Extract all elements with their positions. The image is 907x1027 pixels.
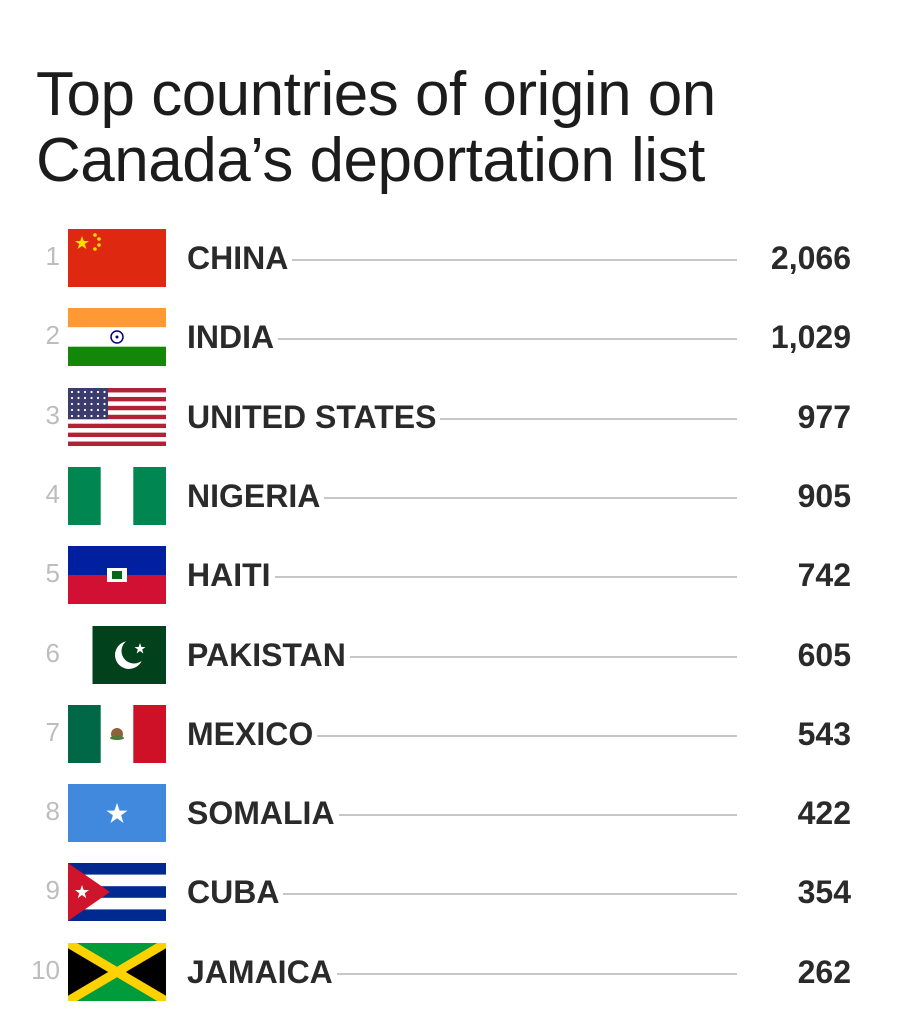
rank-number: 2 — [45, 320, 60, 351]
flag-icon — [68, 863, 166, 922]
table-row: 3 UNITED STATES 977 — [0, 387, 907, 448]
chart-title-line-1: Top countries of origin on — [36, 60, 716, 129]
rank-number: 8 — [45, 796, 60, 827]
leader-line — [187, 734, 737, 737]
country-name: HAITI — [187, 557, 275, 595]
table-row: 10 JAMAICA 262 — [0, 942, 907, 1003]
leader-line — [187, 496, 737, 499]
rank-number: 6 — [45, 637, 60, 668]
data-label: 354 — [791, 874, 851, 912]
leader-line — [187, 655, 737, 658]
country-name: PAKISTAN — [187, 636, 350, 674]
haiti-flag-icon — [68, 546, 166, 605]
flag-icon — [68, 784, 166, 843]
flag-icon — [68, 942, 166, 1001]
data-label: 605 — [791, 636, 851, 674]
nigeria-flag-icon — [68, 466, 166, 525]
table-row: 8 SOMALIA 422 — [0, 784, 907, 844]
flag-icon — [68, 466, 166, 525]
leader-line — [187, 338, 737, 341]
rank-number: 5 — [45, 558, 60, 589]
rank-number: 10 — [31, 954, 60, 985]
united-states-flag-icon — [68, 387, 166, 446]
leader-line — [187, 576, 737, 579]
country-name: JAMAICA — [187, 953, 337, 991]
pakistan-flag-icon — [68, 625, 166, 684]
mexico-flag-icon — [68, 704, 166, 763]
data-label: 262 — [791, 953, 851, 991]
data-label: 905 — [791, 477, 851, 515]
data-label: 977 — [791, 398, 851, 436]
data-label: 422 — [791, 795, 851, 833]
china-flag-icon — [68, 229, 166, 287]
rank-number: 7 — [45, 716, 60, 747]
data-label: 1,029 — [764, 319, 851, 357]
leader-line — [187, 814, 737, 817]
table-row: 6 PAKISTAN 605 — [0, 625, 907, 686]
leader-line — [187, 972, 737, 975]
flag-icon — [68, 387, 166, 446]
table-row: 2 INDIA 1,029 — [0, 308, 907, 368]
country-name: CHINA — [187, 240, 293, 277]
leader-line — [187, 259, 737, 261]
country-name: UNITED STATES — [187, 398, 441, 436]
country-name: SOMALIA — [187, 795, 339, 833]
leader-line — [187, 893, 737, 896]
rank-number: 3 — [45, 399, 60, 430]
data-label: 543 — [791, 715, 851, 753]
data-label: 742 — [791, 557, 851, 595]
table-row: 5 HAITI 742 — [0, 546, 907, 606]
table-row: 9 CUBA 354 — [0, 863, 907, 923]
country-name: NIGERIA — [187, 477, 325, 515]
cuba-flag-icon — [68, 863, 166, 922]
data-label: 2,066 — [764, 240, 851, 277]
country-name: MEXICO — [187, 715, 318, 753]
rank-number: 1 — [45, 241, 60, 271]
india-flag-icon — [68, 308, 166, 367]
rank-number: 9 — [45, 875, 60, 906]
country-name: INDIA — [187, 319, 279, 357]
country-name: CUBA — [187, 874, 284, 912]
flag-icon — [68, 625, 166, 684]
table-row: 1 CHINA 2,066 — [0, 229, 907, 289]
flag-icon — [68, 308, 166, 367]
rank-number: 4 — [45, 478, 60, 509]
jamaica-flag-icon — [68, 942, 166, 1001]
flag-icon — [68, 546, 166, 605]
table-row: 4 NIGERIA 905 — [0, 466, 907, 527]
flag-icon — [68, 704, 166, 763]
table-row: 7 MEXICO 543 — [0, 704, 907, 765]
chart-title: Top countries of origin on Canada’s depo… — [36, 62, 876, 194]
leader-line — [187, 417, 737, 420]
somalia-flag-icon — [68, 784, 166, 843]
chart-title-line-2: Canada’s deportation list — [36, 126, 705, 195]
flag-icon — [68, 229, 166, 287]
